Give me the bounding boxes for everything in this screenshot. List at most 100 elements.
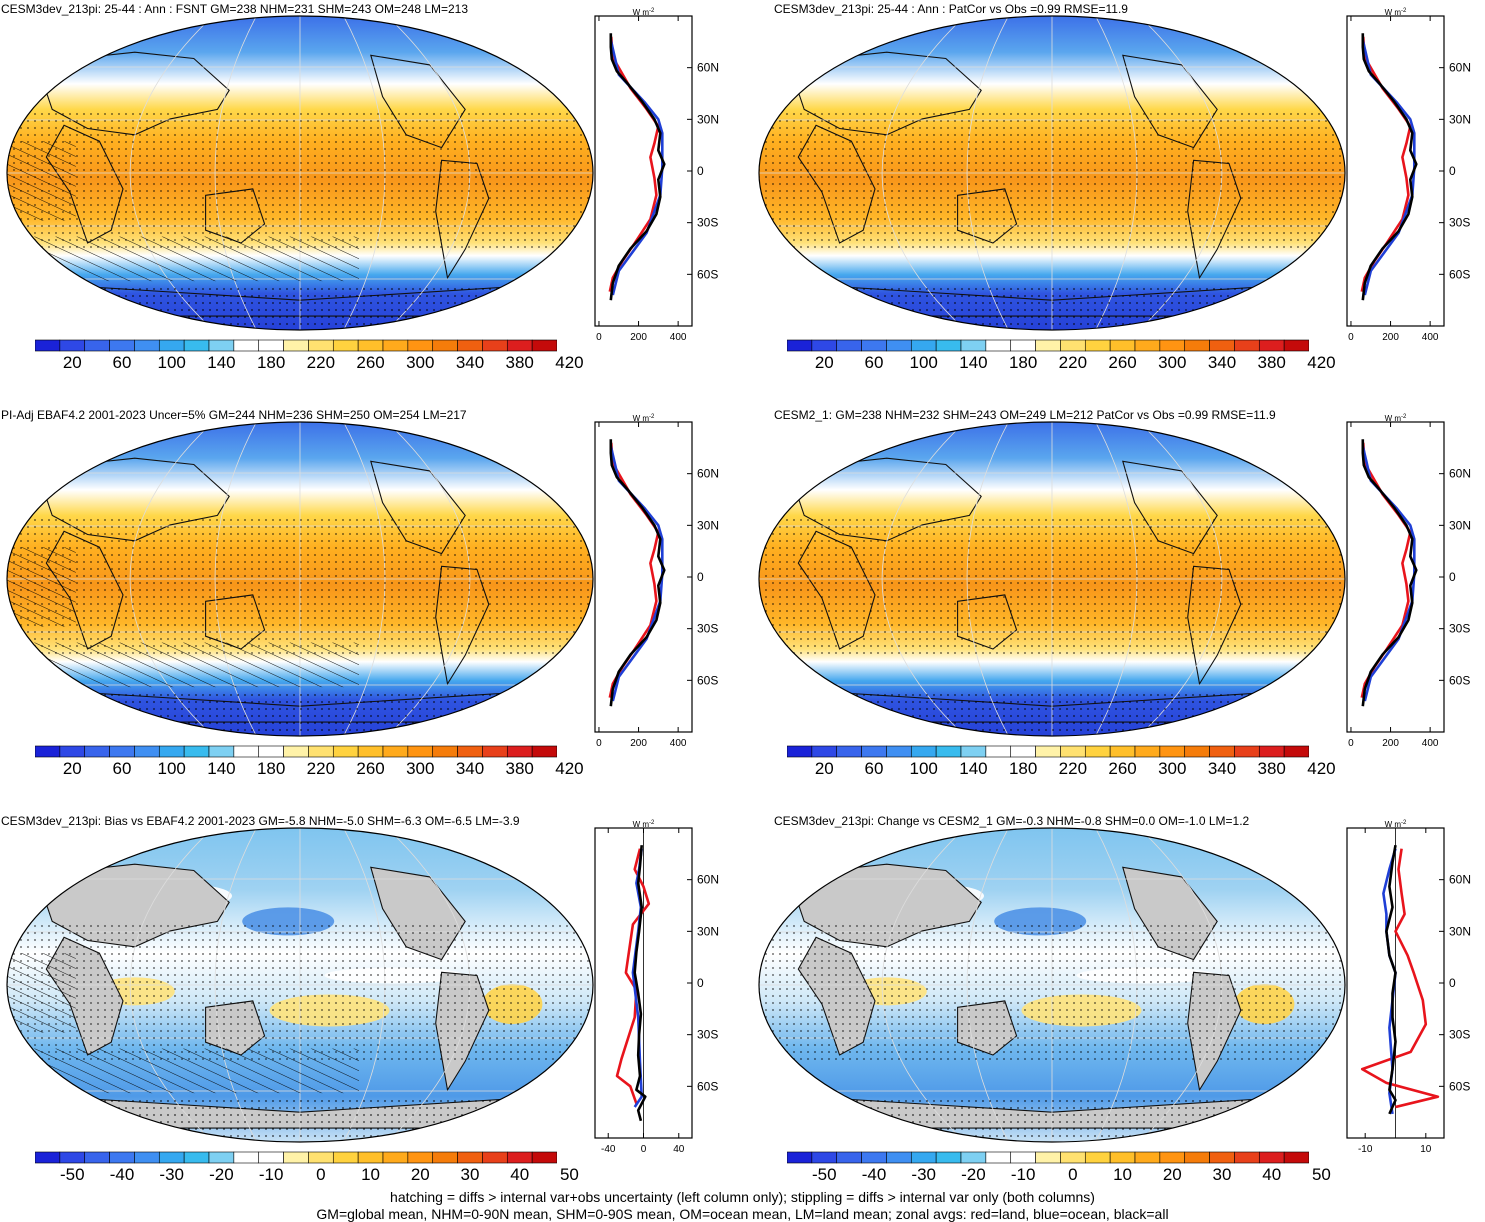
zonal-tick-label: 200 bbox=[630, 738, 647, 749]
colorbar-swatch bbox=[1258, 339, 1285, 352]
colorbar-swatch bbox=[910, 339, 937, 352]
zonal-units: W m-2 bbox=[633, 820, 655, 829]
colorbar-swatch bbox=[1084, 1151, 1111, 1164]
colorbar-swatch bbox=[787, 339, 813, 352]
colorbar-swatch bbox=[283, 1151, 309, 1164]
colorbar-swatch bbox=[1234, 745, 1260, 758]
zonal-all-line bbox=[609, 33, 666, 301]
colorbar-label: 100 bbox=[909, 759, 938, 778]
panel-title: CESM2_1: GM=238 NHM=232 SHM=243 OM=249 L… bbox=[774, 408, 1276, 422]
lat-label: 60S bbox=[1449, 673, 1470, 687]
colorbar-swatch bbox=[1258, 745, 1285, 758]
colorbar-swatch bbox=[283, 745, 309, 758]
zonal-tick-label: 0 bbox=[641, 1144, 647, 1155]
colorbar-label: -30 bbox=[159, 1165, 184, 1184]
zonal-tick-label: 400 bbox=[670, 738, 687, 749]
lat-label: 30N bbox=[697, 112, 719, 126]
colorbar-label: 30 bbox=[460, 1165, 480, 1184]
zonal-all-line bbox=[1361, 33, 1418, 301]
zonal-all-line bbox=[609, 439, 666, 707]
colorbar-swatch bbox=[258, 745, 284, 758]
zonal-tick-label: 200 bbox=[1382, 738, 1399, 749]
colorbar-swatch bbox=[35, 745, 61, 758]
colorbar-label: 100 bbox=[909, 353, 938, 372]
colorbar-label: 420 bbox=[555, 353, 584, 372]
colorbar-label: 260 bbox=[356, 353, 385, 372]
colorbar-swatch bbox=[158, 745, 185, 758]
colorbar-swatch bbox=[787, 1151, 813, 1164]
zonal-tick-label: 400 bbox=[670, 332, 687, 343]
zonal-mean-plot: W m-2 60N 30N 0 30S 60S -10 10 bbox=[1346, 820, 1471, 1155]
colorbar-label: 40 bbox=[1262, 1165, 1282, 1184]
colorbar-swatch bbox=[1159, 339, 1186, 352]
colorbar-swatch bbox=[1134, 745, 1161, 758]
footer-hatching-note: hatching = diffs > internal var+obs unce… bbox=[390, 1189, 1095, 1205]
colorbar-swatch bbox=[482, 1151, 508, 1164]
colorbar-swatch bbox=[1234, 339, 1260, 352]
colorbar-label: 180 bbox=[1008, 353, 1038, 372]
colorbar-label: 300 bbox=[1158, 353, 1187, 372]
zonal-tick-label: 0 bbox=[1348, 738, 1354, 749]
colorbar-swatch bbox=[332, 339, 359, 352]
lat-label: 0 bbox=[1449, 976, 1456, 990]
lat-label: 60N bbox=[1449, 873, 1471, 887]
colorbar-swatch bbox=[183, 339, 210, 352]
colorbar-swatch bbox=[1060, 339, 1086, 352]
colorbar-swatch bbox=[1109, 1151, 1136, 1164]
colorbar-swatch bbox=[432, 745, 458, 758]
robinson-map bbox=[6, 827, 594, 1143]
robinson-map bbox=[6, 421, 594, 737]
colorbar-label: 420 bbox=[1307, 759, 1336, 778]
colorbar-swatch bbox=[531, 745, 557, 758]
lat-label: 60N bbox=[697, 467, 719, 481]
lat-label: 60S bbox=[1449, 267, 1470, 281]
colorbar-swatch bbox=[109, 339, 135, 352]
colorbar-label: 380 bbox=[505, 759, 534, 778]
colorbar-swatch bbox=[308, 745, 334, 758]
colorbar bbox=[35, 339, 557, 352]
colorbar-swatch bbox=[382, 339, 409, 352]
colorbar-swatch bbox=[1109, 745, 1136, 758]
colorbar-swatch bbox=[332, 745, 359, 758]
colorbar-label: 20 bbox=[410, 1165, 430, 1184]
colorbar-swatch bbox=[1258, 1151, 1285, 1164]
colorbar-swatch bbox=[357, 745, 384, 758]
lat-label: 30N bbox=[1449, 518, 1471, 532]
colorbar-swatch bbox=[1209, 1151, 1235, 1164]
colorbar-swatch bbox=[59, 745, 86, 758]
colorbar-label: 180 bbox=[1008, 759, 1038, 778]
colorbar-swatch bbox=[233, 745, 260, 758]
colorbar-swatch bbox=[283, 339, 309, 352]
colorbar-swatch bbox=[506, 339, 533, 352]
lat-label: 60N bbox=[697, 873, 719, 887]
colorbar-label: -10 bbox=[1010, 1165, 1036, 1184]
colorbar-label: 100 bbox=[157, 353, 186, 372]
colorbar-swatch bbox=[1283, 1151, 1309, 1164]
colorbar-swatch bbox=[308, 339, 334, 352]
lat-label: 0 bbox=[697, 976, 704, 990]
colorbar-swatch bbox=[861, 745, 887, 758]
colorbar-swatch bbox=[1035, 1151, 1061, 1164]
colorbar-label: 340 bbox=[1207, 353, 1237, 372]
colorbar-swatch bbox=[1060, 1151, 1086, 1164]
colorbar-swatch bbox=[886, 745, 912, 758]
colorbar-swatch bbox=[1184, 1151, 1210, 1164]
colorbar-swatch bbox=[531, 339, 557, 352]
colorbar-swatch bbox=[836, 745, 862, 758]
colorbar bbox=[787, 1151, 1309, 1164]
colorbar-label: 0 bbox=[316, 1165, 326, 1184]
colorbar-label: 0 bbox=[1068, 1165, 1078, 1184]
colorbar-swatch bbox=[35, 339, 61, 352]
zonal-units: W m-2 bbox=[633, 8, 655, 17]
lat-label: 30S bbox=[697, 1028, 718, 1042]
colorbar-swatch bbox=[382, 1151, 409, 1164]
colorbar-swatch bbox=[258, 339, 284, 352]
colorbar-swatch bbox=[985, 339, 1012, 352]
colorbar-swatch bbox=[1035, 745, 1061, 758]
colorbar-swatch bbox=[407, 745, 434, 758]
zonal-units: W m-2 bbox=[1385, 8, 1407, 17]
colorbar-swatch bbox=[59, 1151, 86, 1164]
colorbar-swatch bbox=[1159, 745, 1186, 758]
colorbar-swatch bbox=[233, 339, 260, 352]
